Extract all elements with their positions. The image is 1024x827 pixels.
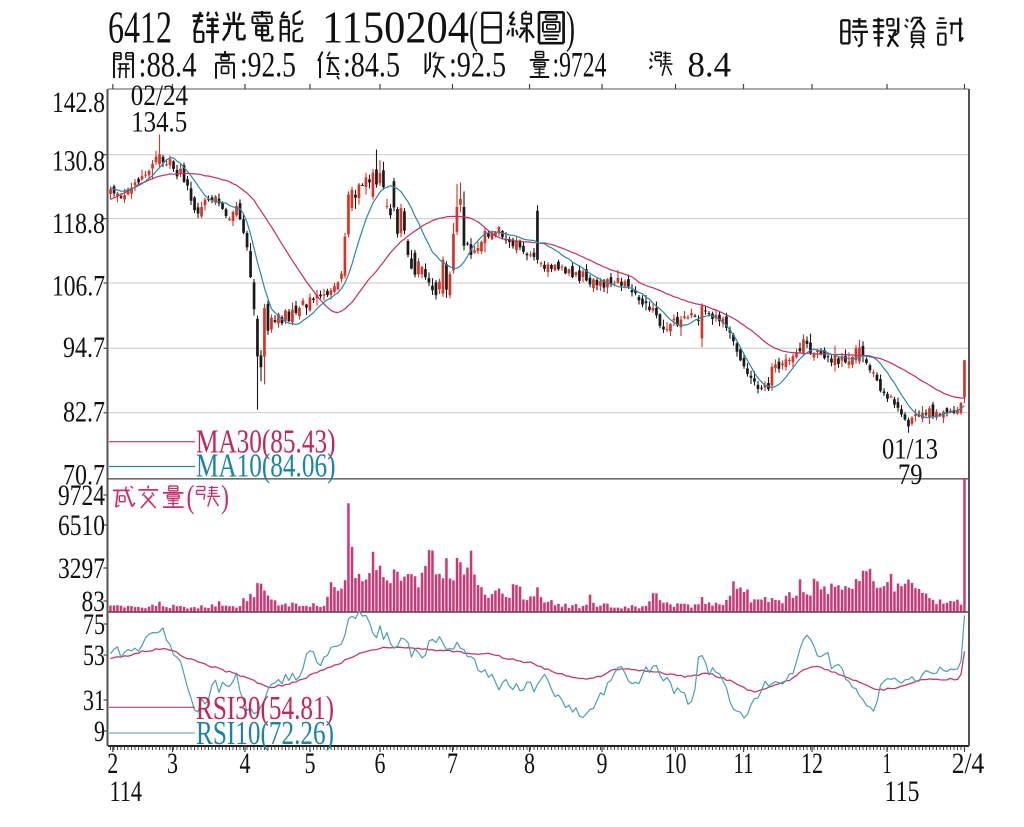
svg-text:): ) xyxy=(221,480,229,516)
svg-text:31: 31 xyxy=(83,684,105,717)
svg-text:8.4: 8.4 xyxy=(688,45,732,85)
svg-text:115: 115 xyxy=(885,775,920,808)
svg-text:10: 10 xyxy=(665,747,687,780)
svg-text:94.7: 94.7 xyxy=(63,331,105,364)
svg-text:6: 6 xyxy=(375,747,386,780)
svg-text:6510: 6510 xyxy=(58,509,105,542)
svg-text:9: 9 xyxy=(597,747,608,780)
svg-text::9724: :9724 xyxy=(553,45,607,85)
svg-text:134.5: 134.5 xyxy=(131,105,187,138)
svg-text:MA10(84.06): MA10(84.06) xyxy=(196,448,336,485)
svg-text:53: 53 xyxy=(83,639,105,672)
svg-text::92.5: :92.5 xyxy=(240,45,296,85)
svg-text:11: 11 xyxy=(734,747,754,780)
svg-text:7: 7 xyxy=(447,747,458,780)
svg-text:106.7: 106.7 xyxy=(52,270,105,303)
svg-text:(: ( xyxy=(187,480,195,516)
svg-text:2/4: 2/4 xyxy=(952,747,985,780)
svg-text:3297: 3297 xyxy=(58,552,105,585)
svg-text:12: 12 xyxy=(801,747,823,780)
svg-text::84.5: :84.5 xyxy=(343,45,400,85)
svg-text:79: 79 xyxy=(898,458,923,491)
svg-text:130.8: 130.8 xyxy=(52,145,105,178)
svg-text:82.7: 82.7 xyxy=(63,395,105,428)
svg-text:8: 8 xyxy=(524,747,535,780)
svg-text:3: 3 xyxy=(167,747,178,780)
svg-text:9: 9 xyxy=(94,715,105,748)
svg-text:RSI10(72.26): RSI10(72.26) xyxy=(196,715,334,752)
svg-text::92.5: :92.5 xyxy=(449,45,506,85)
svg-text:75: 75 xyxy=(83,608,105,641)
svg-text:142.8: 142.8 xyxy=(52,86,105,119)
svg-text:118.8: 118.8 xyxy=(52,207,105,240)
svg-text:114: 114 xyxy=(110,775,143,808)
svg-text:9724: 9724 xyxy=(58,479,105,512)
